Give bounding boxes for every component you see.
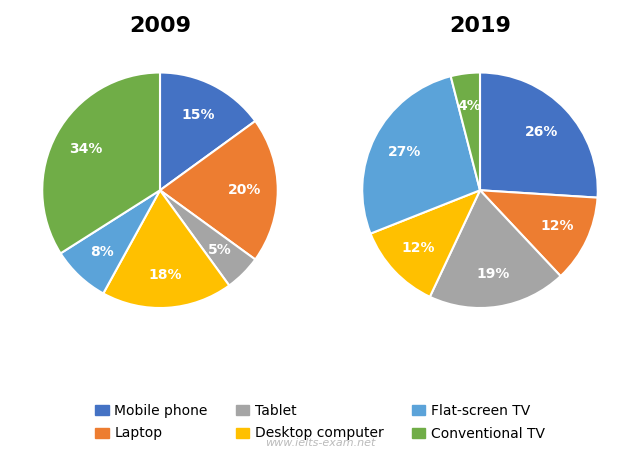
Wedge shape — [103, 190, 229, 308]
Wedge shape — [480, 72, 598, 198]
Wedge shape — [451, 72, 480, 190]
Wedge shape — [160, 72, 255, 190]
Title: 2019: 2019 — [449, 16, 511, 36]
Text: 34%: 34% — [69, 142, 102, 156]
Text: 4%: 4% — [458, 99, 481, 113]
Wedge shape — [430, 190, 561, 308]
Text: 12%: 12% — [401, 241, 435, 255]
Wedge shape — [42, 72, 160, 253]
Text: 27%: 27% — [388, 145, 421, 159]
Text: 8%: 8% — [90, 245, 114, 259]
Text: www.ielts-exam.net: www.ielts-exam.net — [265, 439, 375, 448]
Text: 18%: 18% — [148, 268, 182, 282]
Wedge shape — [480, 190, 598, 276]
Text: 19%: 19% — [477, 267, 510, 281]
Text: 5%: 5% — [208, 243, 232, 257]
Text: 26%: 26% — [525, 125, 559, 139]
Text: 15%: 15% — [182, 108, 215, 122]
Wedge shape — [371, 190, 480, 297]
Wedge shape — [362, 76, 480, 234]
Wedge shape — [61, 190, 160, 294]
Text: 12%: 12% — [540, 219, 573, 233]
Legend: Mobile phone, Laptop, Tablet, Desktop computer, Flat-screen TV, Conventional TV: Mobile phone, Laptop, Tablet, Desktop co… — [90, 399, 550, 446]
Wedge shape — [160, 121, 278, 260]
Text: 20%: 20% — [228, 183, 262, 197]
Title: 2009: 2009 — [129, 16, 191, 36]
Wedge shape — [160, 190, 255, 285]
